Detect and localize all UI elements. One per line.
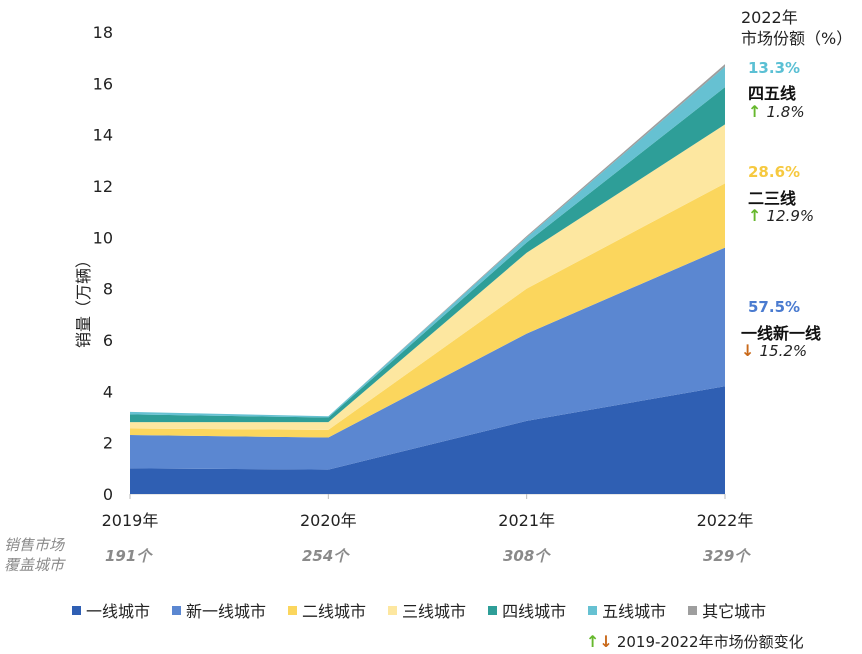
y-tick-label: 10 xyxy=(93,228,113,247)
legend-label: 四线城市 xyxy=(502,602,567,621)
annotation-pct-1tier: 57.5% xyxy=(748,298,801,316)
legend-label: 新一线城市 xyxy=(186,602,267,621)
annotation-change-value: 1.8% xyxy=(766,103,805,121)
annotation-name-1tier: 一线新一线 xyxy=(741,324,822,343)
annotation-change-value: 15.2% xyxy=(759,342,808,360)
y-tick-label: 6 xyxy=(103,331,113,350)
annotation-pct-23tier: 28.6% xyxy=(748,163,801,181)
legend-item: 四线城市 xyxy=(488,598,566,622)
annotation-change-23tier: ↑ 12.9% xyxy=(748,206,814,225)
annotation-change-1tier: ↓ 15.2% xyxy=(741,341,807,360)
annotation-header-share: 市场份额（%） xyxy=(741,29,853,48)
legend-swatch xyxy=(172,605,182,615)
y-tick-label: 12 xyxy=(93,177,113,196)
legend-item: 新一线城市 xyxy=(172,598,266,622)
y-axis-label: 销量（万辆） xyxy=(74,251,94,349)
legend: 一线城市 新一线城市 二线城市 三线城市 四线城市 五线城市 其它城市 xyxy=(72,598,788,622)
coverage-value-2019: 191个 xyxy=(105,547,152,565)
legend-item: 二线城市 xyxy=(288,598,366,622)
up-arrow-icon: ↑ xyxy=(748,206,762,225)
area-series xyxy=(130,247,725,470)
coverage-value-2020: 254个 xyxy=(302,547,349,565)
axis-layer xyxy=(129,493,726,499)
coverage-title: 销售市场 覆盖城市 xyxy=(4,535,64,575)
coverage-value-2021: 308个 xyxy=(503,547,550,565)
legend-label: 三线城市 xyxy=(402,602,467,621)
x-tick-label: 2019年 xyxy=(102,511,159,530)
annotation-name-23tier: 二三线 xyxy=(748,189,797,208)
up-arrow-icon: ↑ xyxy=(586,632,600,651)
y-tick-label: 18 xyxy=(93,23,113,42)
legend-item: 五线城市 xyxy=(588,598,666,622)
coverage-title-line1: 销售市场 xyxy=(4,536,65,554)
legend-item: 一线城市 xyxy=(72,598,150,622)
y-tick-label: 2 xyxy=(103,434,113,453)
legend-label: 二线城市 xyxy=(302,602,367,621)
legend-swatch xyxy=(588,605,598,615)
legend-label: 一线城市 xyxy=(86,602,151,621)
x-tick-label: 2020年 xyxy=(300,511,357,530)
annotation-change-value: 12.9% xyxy=(766,207,815,225)
legend-swatch xyxy=(288,605,298,615)
area-series xyxy=(130,386,725,494)
coverage-title-line2: 覆盖城市 xyxy=(4,556,65,574)
annotation-change-45tier: ↑ 1.8% xyxy=(748,102,805,121)
legend-swatch xyxy=(488,605,498,615)
y-tick-label: 14 xyxy=(93,126,113,145)
legend-item: 三线城市 xyxy=(388,598,466,622)
coverage-value-2022: 329个 xyxy=(703,547,750,565)
down-arrow-icon: ↓ xyxy=(741,341,755,360)
legend-swatch xyxy=(72,605,81,615)
share-change-note: ↑ ↓ 2019-2022年市场份额变化 xyxy=(586,631,804,652)
annotation-pct-45tier: 13.3% xyxy=(748,59,801,77)
legend-label: 其它城市 xyxy=(702,602,767,621)
share-change-note-text: 2019-2022年市场份额变化 xyxy=(616,633,804,651)
annotation-header-year: 2022年 xyxy=(741,8,798,27)
up-arrow-icon: ↑ xyxy=(748,102,762,121)
tick-layer: 0 2 4 6 8 10 12 14 16 18 2019年 2020年 2021年 2022年 xyxy=(93,23,754,530)
legend-label: 五线城市 xyxy=(602,602,667,621)
annotation-name-45tier: 四五线 xyxy=(748,84,797,103)
y-tick-label: 16 xyxy=(93,74,113,93)
legend-swatch xyxy=(688,605,698,615)
x-tick-label: 2021年 xyxy=(498,511,555,530)
area-layer xyxy=(130,64,725,494)
legend-item: 其它城市 xyxy=(688,598,766,622)
x-tick-label: 2022年 xyxy=(697,511,754,530)
legend-swatch xyxy=(388,605,398,615)
y-tick-label: 0 xyxy=(103,485,113,504)
down-arrow-icon: ↓ xyxy=(599,632,613,651)
y-tick-label: 8 xyxy=(103,280,113,299)
y-tick-label: 4 xyxy=(103,382,113,401)
